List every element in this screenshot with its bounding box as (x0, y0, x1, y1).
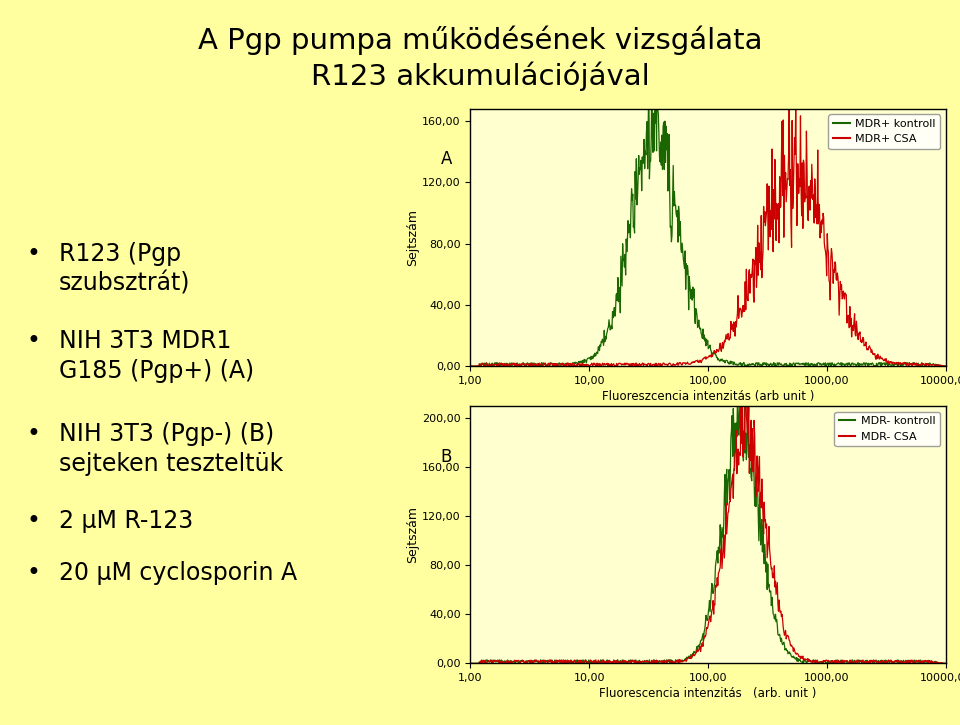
X-axis label: Fluorescencia intenzitás   (arb. unit ): Fluorescencia intenzitás (arb. unit ) (599, 687, 817, 700)
Text: R123 (Pgp
szubsztrát): R123 (Pgp szubsztrát) (60, 242, 191, 296)
Text: •: • (26, 422, 40, 446)
Y-axis label: Sejtszám: Sejtszám (406, 209, 420, 266)
Y-axis label: Sejtszám: Sejtszám (406, 506, 420, 563)
X-axis label: Fluoreszcencia intenzitás (arb unit ): Fluoreszcencia intenzitás (arb unit ) (602, 390, 814, 403)
Text: •: • (26, 561, 40, 585)
Text: NIH 3T3 MDR1
G185 (Pgp+) (A): NIH 3T3 MDR1 G185 (Pgp+) (A) (60, 329, 254, 383)
Text: 20 μM cyclosporin A: 20 μM cyclosporin A (60, 561, 298, 585)
Legend: MDR- kontroll, MDR- CSA: MDR- kontroll, MDR- CSA (834, 412, 940, 446)
Text: •: • (26, 509, 40, 533)
Text: 2 μM R-123: 2 μM R-123 (60, 509, 193, 533)
Legend: MDR+ kontroll, MDR+ CSA: MDR+ kontroll, MDR+ CSA (828, 115, 940, 149)
Text: R123 akkumulációjával: R123 akkumulációjával (311, 62, 649, 91)
Text: B: B (441, 448, 452, 465)
Text: A Pgp pumpa működésének vizsgálata: A Pgp pumpa működésének vizsgálata (198, 25, 762, 54)
Text: NIH 3T3 (Pgp-) (B)
sejteken teszteltük: NIH 3T3 (Pgp-) (B) sejteken teszteltük (60, 422, 283, 476)
Text: A: A (441, 151, 452, 168)
Text: •: • (26, 329, 40, 353)
Text: •: • (26, 242, 40, 266)
